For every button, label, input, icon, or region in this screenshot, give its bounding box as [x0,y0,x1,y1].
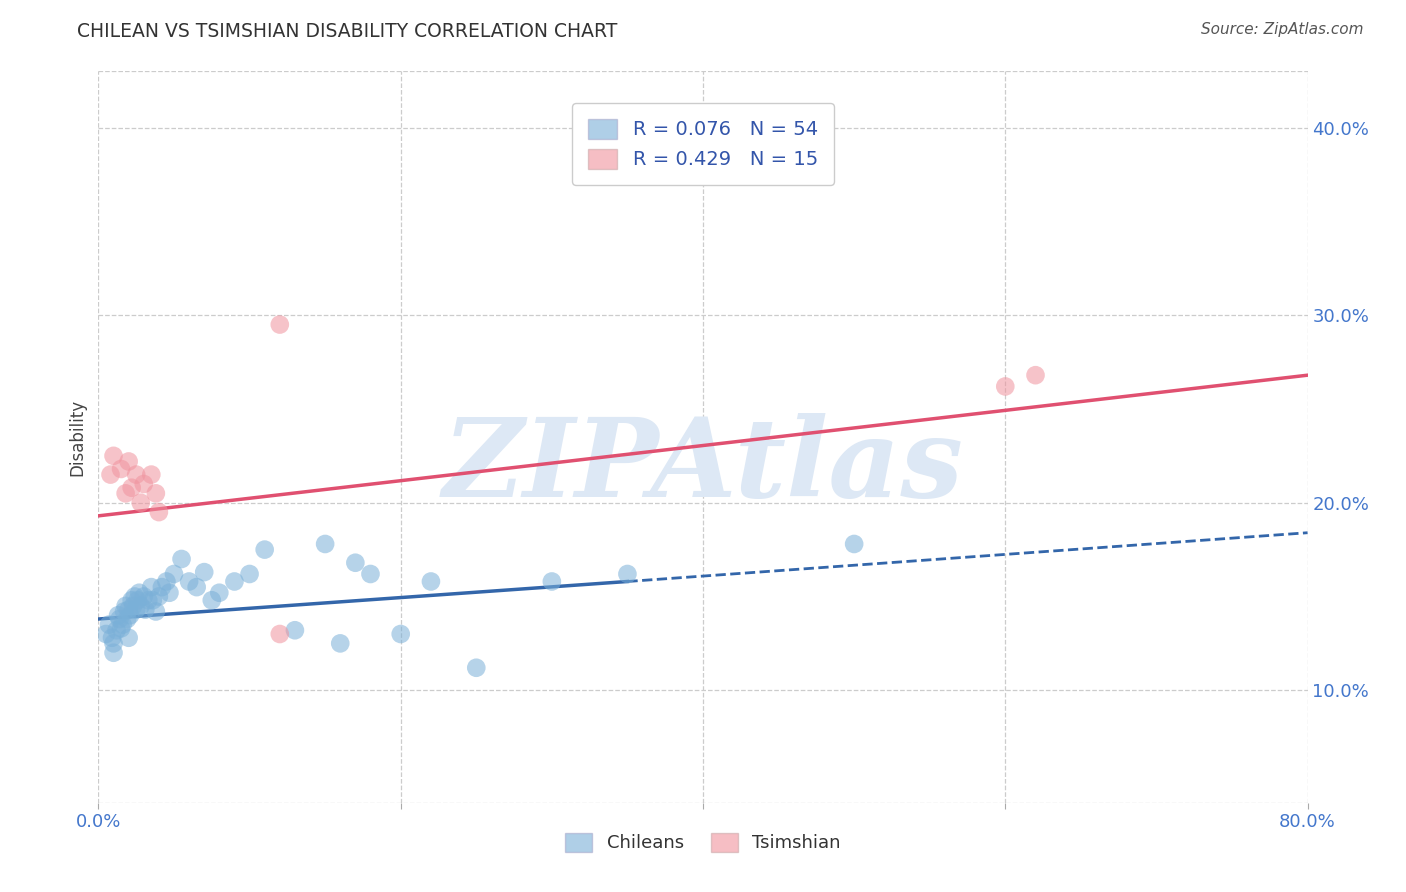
Point [616,566,638,581]
Point [108,612,131,626]
Point [170,552,193,566]
Point [118,631,141,645]
Point [239,566,262,581]
Point [420,574,443,589]
Point [103,636,125,650]
Point [124,590,146,604]
Point [145,486,167,500]
Point [114,486,136,500]
Point [186,580,208,594]
Point [159,586,181,600]
Legend: Chileans, Tsimshian: Chileans, Tsimshian [551,819,855,867]
Point [148,505,170,519]
Point [253,542,276,557]
Point [224,574,246,589]
Point [314,537,336,551]
Point [132,590,155,604]
Point [128,586,150,600]
Point [118,454,141,468]
Y-axis label: Disability: Disability [69,399,87,475]
Point [115,612,138,626]
Point [129,599,152,613]
Point [134,602,156,616]
Point [118,602,141,616]
Point [145,605,167,619]
Point [110,462,132,476]
Point [103,449,125,463]
Text: Source: ZipAtlas.com: Source: ZipAtlas.com [1201,22,1364,37]
Point [1024,368,1046,383]
Point [344,556,367,570]
Point [141,467,163,482]
Point [125,467,148,482]
Point [100,467,122,482]
Point [208,586,231,600]
Point [465,661,488,675]
Point [125,602,148,616]
Point [142,593,165,607]
Point [101,631,124,645]
Point [105,624,128,638]
Point [103,646,125,660]
Point [360,566,382,581]
Point [844,537,866,551]
Point [114,599,136,613]
Point [98,617,121,632]
Point [389,627,412,641]
Point [110,621,132,635]
Point [269,627,291,641]
Point [136,593,159,607]
Point [994,379,1017,393]
Point [540,574,562,589]
Point [150,580,173,594]
Point [107,608,129,623]
Point [132,477,155,491]
Point [201,593,224,607]
Point [94,627,117,641]
Point [141,580,163,594]
Point [155,574,177,589]
Point [111,617,134,632]
Point [193,565,215,579]
Point [163,566,186,581]
Point [269,318,291,332]
Point [112,605,135,619]
Point [127,593,149,607]
Text: ZIPAtlas: ZIPAtlas [443,413,963,520]
Point [120,608,142,623]
Point [121,593,143,607]
Point [121,481,143,495]
Point [179,574,201,589]
Text: CHILEAN VS TSIMSHIAN DISABILITY CORRELATION CHART: CHILEAN VS TSIMSHIAN DISABILITY CORRELAT… [77,22,617,41]
Point [129,496,152,510]
Point [284,624,307,638]
Point [148,590,170,604]
Point [122,599,145,613]
Point [329,636,352,650]
